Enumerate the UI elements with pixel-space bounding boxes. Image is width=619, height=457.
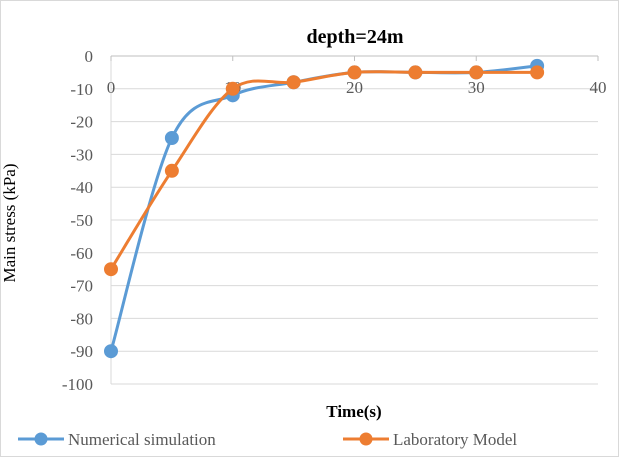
gridlines: [110, 56, 598, 385]
y-tick-label: -70: [70, 277, 93, 296]
y-tick-label: -10: [70, 80, 93, 99]
y-tick-label: -20: [70, 113, 93, 132]
y-tick-label: -40: [70, 178, 93, 197]
chart-title: depth=24m: [307, 26, 404, 48]
data-point-laboratory-model: [408, 65, 423, 80]
legend-item-laboratory-model: Laboratory Model: [343, 430, 517, 449]
y-tick-label: 0: [85, 47, 94, 66]
x-tick-label: 40: [590, 78, 607, 97]
legend-marker-numerical-simulation: [34, 432, 48, 446]
y-tick-label: -60: [70, 244, 93, 263]
y-tick-label: -30: [70, 145, 93, 164]
legend-label-laboratory-model: Laboratory Model: [393, 430, 517, 449]
y-axis-title: Main stress (kPa): [0, 164, 19, 283]
chart-text: depth=24m Time(s) Main stress (kPa): [0, 26, 404, 421]
data-point-laboratory-model: [347, 65, 362, 80]
y-tick-label: -50: [70, 211, 93, 230]
legend: Numerical simulation Laboratory Model: [18, 430, 517, 449]
data-point-laboratory-model: [225, 81, 240, 96]
data-point-laboratory-model: [164, 163, 179, 178]
series-line-numerical-simulation: [109, 64, 539, 353]
data-point-laboratory-model: [530, 65, 545, 80]
x-tick-label: 30: [468, 78, 485, 97]
x-axis-title: Time(s): [326, 402, 381, 421]
y-tick-label: -100: [62, 375, 93, 394]
y-tick-label: -90: [70, 342, 93, 361]
data-point-laboratory-model: [469, 65, 484, 80]
x-tick-label: 0: [107, 78, 116, 97]
data-point-numerical-simulation: [164, 131, 179, 145]
data-point-laboratory-model: [104, 262, 118, 277]
legend-item-numerical-simulation: Numerical simulation: [18, 430, 216, 449]
series-lines: [104, 58, 545, 359]
data-point-laboratory-model: [286, 75, 301, 90]
legend-marker-laboratory-model: [359, 432, 373, 446]
legend-label-numerical-simulation: Numerical simulation: [68, 430, 216, 449]
x-tick-label: 20: [346, 78, 363, 97]
data-point-numerical-simulation: [104, 344, 118, 359]
y-tick-label: -80: [70, 309, 93, 328]
axes: 0-10-20-30-40-50-60-70-80-90-10001020304…: [62, 47, 607, 394]
